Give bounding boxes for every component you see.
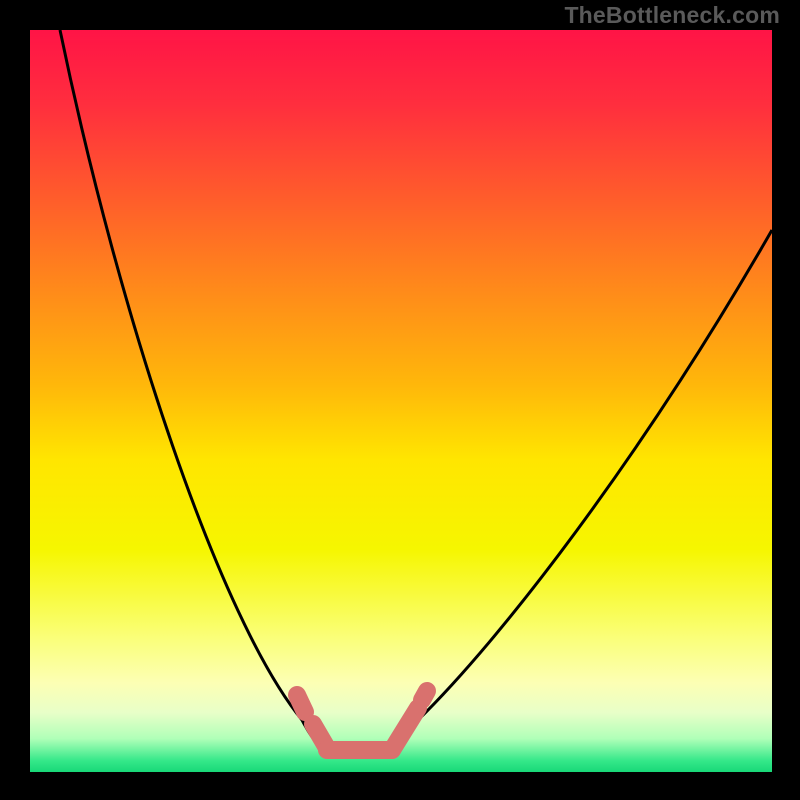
gradient-plot-area (30, 30, 772, 772)
bottleneck-chart (0, 0, 800, 800)
watermark-text: TheBottleneck.com (564, 2, 780, 29)
marker-right-dash (422, 691, 427, 700)
chart-container: TheBottleneck.com (0, 0, 800, 800)
marker-left-dash (297, 695, 305, 712)
